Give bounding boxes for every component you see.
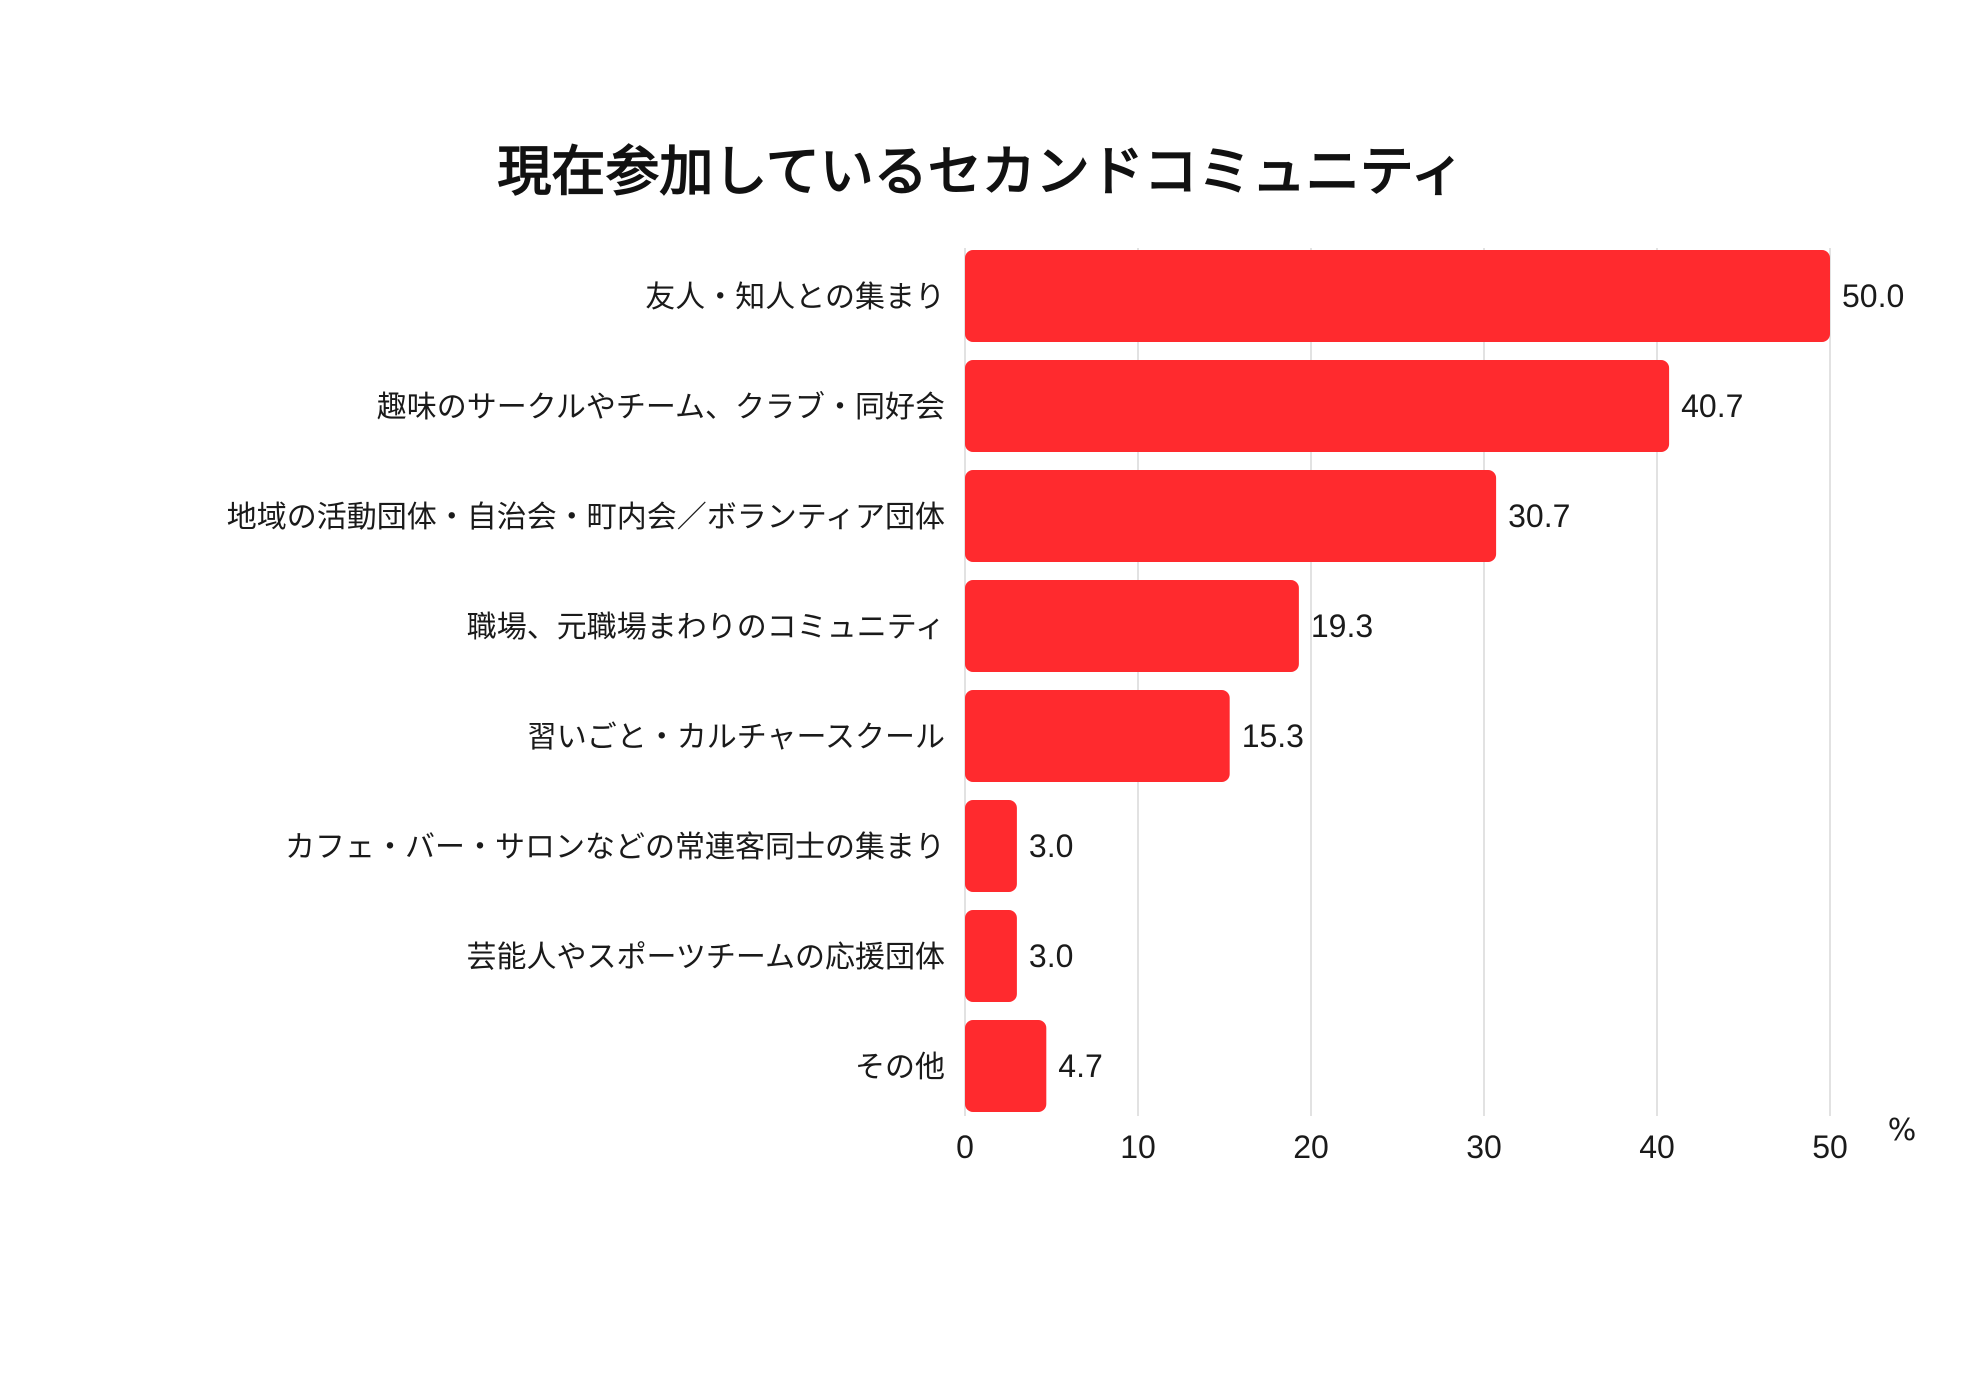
- category-label: その他: [855, 1050, 945, 1085]
- category-label: 習いごと・カルチャースクール: [527, 720, 945, 755]
- category-label: 友人・知人との集まり: [645, 280, 945, 315]
- x-tick-label: 10: [1120, 1129, 1156, 1165]
- category-label: 地域の活動団体・自治会・町内会／ボランティア団体: [227, 500, 945, 535]
- bar: [965, 1020, 1047, 1112]
- bars: [965, 250, 1830, 1112]
- x-axis-unit: %: [1888, 1113, 1917, 1148]
- value-label: 15.3: [1242, 718, 1304, 754]
- bar: [965, 690, 1230, 782]
- value-label: 50.0: [1842, 278, 1904, 314]
- x-tick-label: 40: [1639, 1129, 1675, 1165]
- x-axis-ticks: 0 10 20 30 40 50: [956, 1129, 1848, 1165]
- category-label: 芸能人やスポーツチームの応援団体: [467, 940, 946, 975]
- bar: [965, 580, 1299, 672]
- value-label: 40.7: [1681, 388, 1743, 424]
- value-label: 3.0: [1029, 938, 1073, 974]
- category-label: 趣味のサークルやチーム、クラブ・同好会: [377, 390, 945, 425]
- bar: [965, 360, 1670, 452]
- x-tick-label: 0: [956, 1129, 974, 1165]
- bar: [965, 470, 1497, 562]
- x-tick-label: 50: [1812, 1129, 1848, 1165]
- value-label: 19.3: [1311, 608, 1373, 644]
- value-label: 30.7: [1508, 498, 1570, 534]
- bar: [965, 800, 1017, 892]
- value-labels: 50.0 40.7 30.7 19.3 15.3 3.0 3.0 4.7: [1029, 278, 1904, 1084]
- x-tick-label: 20: [1293, 1129, 1329, 1165]
- bar: [965, 250, 1830, 342]
- bar: [965, 910, 1017, 1002]
- value-label: 3.0: [1029, 828, 1073, 864]
- category-label: 職場、元職場まわりのコミュニティ: [467, 610, 945, 645]
- x-tick-label: 30: [1466, 1129, 1502, 1165]
- category-labels: 友人・知人との集まり趣味のサークルやチーム、クラブ・同好会地域の活動団体・自治会…: [227, 280, 945, 1085]
- category-label: カフェ・バー・サロンなどの常連客同士の集まり: [285, 830, 945, 865]
- value-label: 4.7: [1058, 1048, 1102, 1084]
- chart-title: 現在参加しているセカンドコミュニティ: [497, 140, 1464, 203]
